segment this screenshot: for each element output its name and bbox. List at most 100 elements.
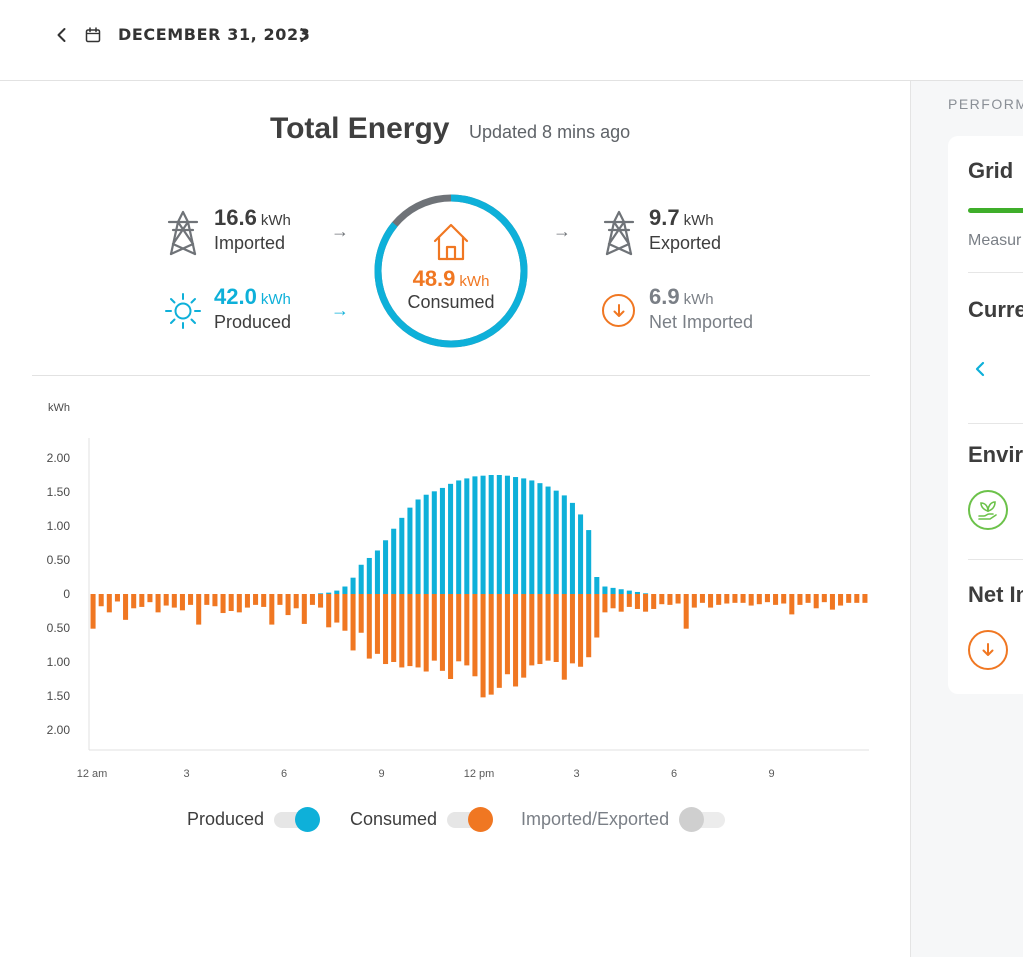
consumed-bar (529, 594, 535, 666)
current-date-label[interactable]: DECEMBER 31, 2023 (118, 25, 311, 44)
consumed-bar (423, 594, 429, 672)
performance-section-label: PERFORM (948, 96, 1023, 112)
consumed-bar (789, 594, 795, 615)
consumed-bar (691, 594, 697, 608)
y-tick-label: 1.50 (47, 689, 71, 703)
y-tick-label: 2.00 (47, 451, 71, 465)
consumed-bar (244, 594, 250, 608)
produced-bar (366, 557, 372, 594)
consumed-bar (415, 594, 421, 668)
produced-toggle-switch[interactable] (274, 807, 321, 832)
y-axis-title: kWh (48, 402, 70, 414)
imported-metric: 16.6 kWh Imported (214, 205, 291, 254)
x-tick-label: 12 am (77, 768, 108, 780)
produced-bar (318, 593, 324, 594)
next-day-button[interactable] (291, 22, 317, 48)
consumed-bar (773, 594, 779, 605)
produced-bar (456, 480, 462, 594)
produced-bar (423, 494, 429, 594)
consumed-bar (163, 594, 169, 606)
consumed-toggle-switch[interactable] (447, 807, 494, 832)
consumed-bar (123, 594, 129, 620)
legend-produced-toggle[interactable]: Produced (187, 806, 321, 832)
consumed-bar (383, 594, 389, 665)
consumed-bar (561, 594, 567, 680)
produced-bar (561, 495, 567, 594)
previous-day-button[interactable] (49, 22, 75, 48)
produced-value: 42.0 (214, 284, 257, 309)
produced-bar (334, 590, 340, 594)
imported-exported-toggle-switch[interactable] (679, 807, 726, 832)
produced-bar (472, 476, 478, 594)
consumed-bar (553, 594, 559, 662)
produced-bar (391, 528, 397, 594)
consumed-bar (220, 594, 226, 614)
consumed-bar (90, 594, 96, 629)
produced-bar (383, 540, 389, 594)
exported-label: Exported (649, 233, 722, 253)
produced-bar (610, 587, 616, 594)
consumed-bar (740, 594, 746, 603)
consumed-ring (374, 194, 528, 348)
consumed-bar (155, 594, 161, 613)
produced-bar (464, 478, 470, 594)
divider (32, 375, 870, 376)
chevron-left-icon[interactable] (972, 360, 988, 378)
divider (968, 559, 1023, 560)
chevron-left-icon (57, 28, 66, 42)
grid-title: Grid (968, 158, 1014, 183)
house-icon (433, 223, 469, 261)
y-tick-label: 2.00 (47, 723, 71, 737)
arrow-right-icon: → (331, 221, 349, 241)
produced-bar (586, 530, 592, 594)
produced-bar (626, 590, 632, 594)
consumed-bar (586, 594, 592, 658)
consumed-bar (342, 594, 348, 631)
consumed-bar (399, 594, 405, 668)
consumed-bar (131, 594, 137, 609)
plant-hand-icon (968, 490, 1008, 530)
produced-bar (480, 475, 486, 594)
legend-consumed-toggle[interactable]: Consumed (350, 806, 494, 832)
legend-imported-exported-label: Imported/Exported (521, 808, 670, 829)
consumed-bar (756, 594, 762, 605)
divider (968, 423, 1023, 424)
arrow-right-icon: → (553, 221, 571, 241)
net-imported-unit: kWh (683, 291, 714, 308)
produced-bar (513, 477, 519, 594)
imported-value: 16.6 (214, 205, 257, 230)
consumed-bar (204, 594, 210, 605)
consumed-bar (188, 594, 194, 605)
consumed-bar (139, 594, 145, 607)
y-tick-label: 1.00 (47, 655, 71, 669)
consumed-value: 48.9 (412, 266, 456, 291)
produced-bar (578, 514, 584, 594)
exported-unit: kWh (683, 212, 714, 229)
produced-bar (431, 491, 437, 594)
produced-bar (374, 550, 380, 594)
y-tick-label: 1.00 (47, 519, 71, 533)
net-imported-value: 6.9 (649, 284, 680, 309)
y-tick-label: 1.50 (47, 485, 71, 499)
y-tick-label: 0.50 (47, 553, 71, 567)
produced-bar (407, 507, 413, 594)
legend-imported-exported-toggle[interactable]: Imported/Exported (521, 806, 726, 832)
consumed-bar (797, 594, 803, 605)
produced-bar (529, 480, 535, 594)
consumed-bar (699, 594, 705, 603)
calendar-button[interactable] (80, 22, 106, 48)
transmission-tower-icon (603, 210, 635, 256)
consumed-bar (846, 594, 852, 603)
consumed-bar (521, 594, 527, 678)
produced-bar (350, 577, 356, 594)
produced-bar (448, 483, 454, 594)
net-imported-label: Net Imported (649, 312, 754, 332)
x-tick-label: 9 (378, 768, 384, 780)
produced-bar (488, 475, 494, 594)
sun-icon (165, 293, 201, 329)
consumed-bar (610, 594, 616, 609)
produced-bar (504, 475, 510, 594)
consumed-bar (829, 594, 835, 610)
legend-consumed-label: Consumed (350, 808, 438, 829)
consumed-bar (488, 594, 494, 695)
